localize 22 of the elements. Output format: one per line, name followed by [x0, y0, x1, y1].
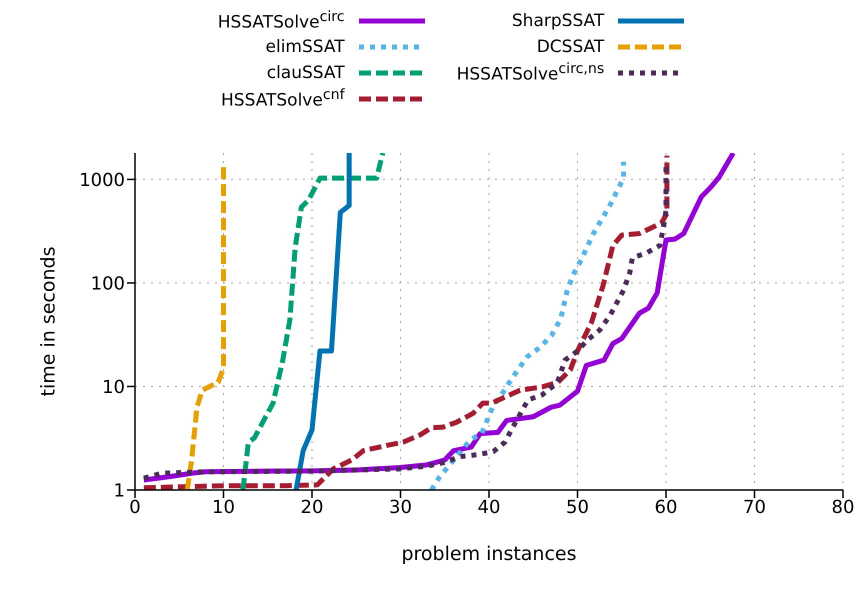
x-tick-label: 20 [300, 496, 324, 518]
x-tick-label: 60 [654, 496, 678, 518]
y-tick-label: 10 [102, 376, 125, 398]
x-tick-label: 10 [212, 496, 235, 518]
y-tick-label: 1000 [79, 170, 125, 191]
x-tick-label: 50 [566, 496, 589, 518]
legend-label: clauSSAT [266, 63, 345, 83]
x-tick-label: 80 [832, 496, 854, 518]
x-axis-title: problem instances [401, 543, 577, 565]
x-tick-label: 70 [743, 496, 766, 518]
legend-label: HSSATSolve$^{cnf}$ [221, 87, 345, 111]
x-tick-label: 0 [129, 496, 141, 518]
legend-label: SharpSSAT [512, 11, 604, 31]
y-axis-title: time in seconds [38, 246, 60, 396]
legend-label: elimSSAT [266, 37, 345, 57]
x-tick-label: 40 [478, 496, 500, 518]
legend-label: HSSATSolve$^{circ}$ [218, 9, 345, 33]
legend-label: DCSSAT [536, 37, 604, 57]
y-tick-label: 100 [90, 273, 125, 294]
y-tick-label: 1 [114, 480, 125, 502]
legend-label: HSSATSolve$^{circ,ns}$ [456, 61, 604, 85]
x-tick-label: 30 [389, 496, 412, 518]
